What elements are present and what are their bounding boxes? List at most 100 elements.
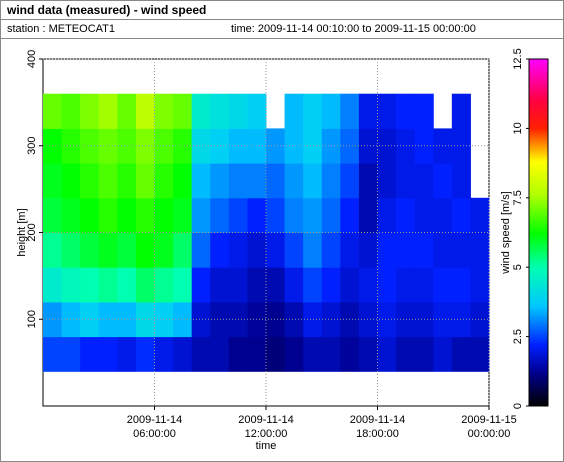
cell [191, 163, 211, 199]
cell [135, 232, 155, 268]
cell [358, 128, 378, 164]
cell [117, 336, 137, 372]
cell [396, 93, 416, 129]
cell [340, 93, 360, 129]
cell [396, 232, 416, 268]
cell [377, 336, 397, 372]
cell [135, 197, 155, 233]
cell [173, 93, 193, 129]
cell [80, 128, 100, 164]
cell [451, 301, 471, 338]
cell [470, 267, 490, 303]
cell [61, 163, 81, 199]
cell [396, 197, 416, 233]
cell [358, 197, 378, 233]
y-tick-label: 200 [26, 223, 38, 241]
x-tick-label: 06:00:00 [133, 428, 176, 440]
x-tick-date: 2009-11-14 [350, 414, 405, 426]
cell [451, 232, 471, 268]
cell [191, 267, 211, 303]
cell [321, 163, 341, 199]
y-axis-label: height [m] [16, 208, 28, 256]
cell [117, 128, 137, 164]
cell [191, 93, 211, 129]
cell [266, 197, 286, 233]
cell [358, 336, 378, 372]
cell [414, 197, 434, 233]
x-tick-date: 2009-11-14 [238, 414, 293, 426]
x-tick-label: 18:00:00 [356, 428, 399, 440]
cell [266, 301, 286, 338]
cell [358, 267, 378, 303]
cell [451, 163, 471, 199]
cell [377, 93, 397, 129]
cell [284, 163, 304, 199]
cell [154, 336, 174, 372]
cell [303, 128, 323, 164]
cell [284, 197, 304, 233]
cell [358, 93, 378, 129]
cell [154, 93, 174, 129]
cell [228, 232, 248, 268]
cell [80, 336, 100, 372]
cell [191, 197, 211, 233]
cell [61, 267, 81, 303]
cell [173, 163, 193, 199]
cell [154, 163, 174, 199]
cell [303, 267, 323, 303]
cell [43, 267, 63, 303]
cell [284, 232, 304, 268]
cell [135, 336, 155, 372]
cell [80, 301, 100, 338]
cell [451, 93, 471, 129]
cell [80, 267, 100, 303]
cell [98, 336, 118, 372]
cell [117, 163, 137, 199]
cell [173, 128, 193, 164]
cell [340, 197, 360, 233]
x-tick-date: 2009-11-14 [127, 414, 182, 426]
cell [228, 336, 248, 372]
cell [377, 128, 397, 164]
cell [80, 93, 100, 129]
cell [433, 163, 453, 199]
colorbar [528, 58, 549, 407]
cell [340, 163, 360, 199]
cell [43, 163, 63, 199]
colorbar-tick-label: 5 [512, 264, 524, 270]
cell [433, 197, 453, 233]
cell [451, 128, 471, 164]
cell [470, 197, 490, 233]
cell [247, 163, 267, 199]
cell [98, 128, 118, 164]
cell [266, 267, 286, 303]
cell [228, 163, 248, 199]
cell [98, 301, 118, 338]
colorbar-tick-label: 2.5 [512, 329, 524, 344]
colorbar-tick-label: 7.5 [512, 190, 524, 205]
cell [358, 301, 378, 338]
cell [61, 336, 81, 372]
cell [61, 301, 81, 338]
cell [43, 336, 63, 372]
cell [117, 301, 137, 338]
cell [321, 93, 341, 129]
cell [470, 301, 490, 338]
cell [321, 232, 341, 268]
cell [80, 197, 100, 233]
cell [247, 197, 267, 233]
cell [210, 93, 230, 129]
cell [303, 336, 323, 372]
cell [228, 93, 248, 129]
x-tick-label: 00:00:00 [468, 428, 511, 440]
cell [470, 232, 490, 268]
cell [303, 301, 323, 338]
cell [414, 163, 434, 199]
cell [396, 267, 416, 303]
colorbar-tick-label: 0 [512, 403, 524, 409]
cell [470, 336, 490, 372]
cell [210, 163, 230, 199]
cell [135, 93, 155, 129]
